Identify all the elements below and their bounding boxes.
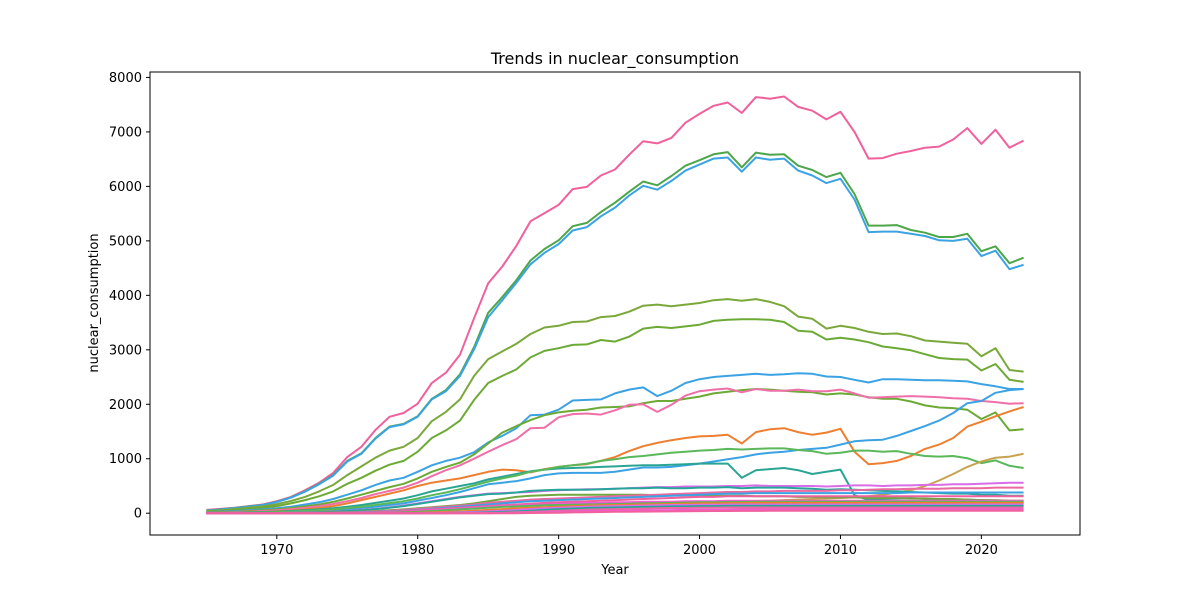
series-line-27: [206, 509, 1024, 515]
series-line-7: [206, 388, 1024, 514]
y-tick-label: 5000: [109, 234, 142, 249]
y-tick-label: 3000: [109, 343, 142, 358]
x-axis: 1970 1980 1990 2000 2010 2020: [260, 535, 998, 558]
y-tick-label: 8000: [109, 71, 142, 86]
y-tick-label: 7000: [109, 125, 142, 140]
y-tick-label: 1000: [109, 452, 142, 467]
x-axis-title: Year: [600, 563, 629, 578]
y-tick-label: 2000: [109, 398, 142, 413]
plot-frame: [149, 71, 1081, 536]
x-tick-label: 1980: [401, 543, 434, 558]
x-tick-label: 1970: [260, 543, 293, 558]
y-tick-label: 4000: [109, 289, 142, 304]
series-line-12: [206, 447, 1024, 514]
x-tick-label: 2010: [824, 543, 857, 558]
series-line-9: [206, 406, 1024, 514]
y-axis: 0 1000 2000 3000 4000 5000 6000 7000 8000: [109, 71, 150, 522]
series-layer: [206, 95, 1025, 515]
x-tick-label: 2000: [683, 543, 716, 558]
series-line-3: [206, 156, 1024, 512]
series-line-4: [206, 298, 1024, 512]
chart-title: Trends in nuclear_consumption: [490, 49, 739, 69]
y-tick-label: 0: [134, 507, 142, 522]
x-tick-label: 2020: [965, 543, 998, 558]
series-line-6: [206, 372, 1024, 514]
y-axis-title: nuclear_consumption: [87, 233, 102, 372]
series-line-5: [206, 318, 1024, 513]
x-tick-label: 1990: [542, 543, 575, 558]
y-tick-label: 6000: [109, 180, 142, 195]
series-line-1: [206, 95, 1025, 511]
series-line-8: [206, 387, 1024, 514]
